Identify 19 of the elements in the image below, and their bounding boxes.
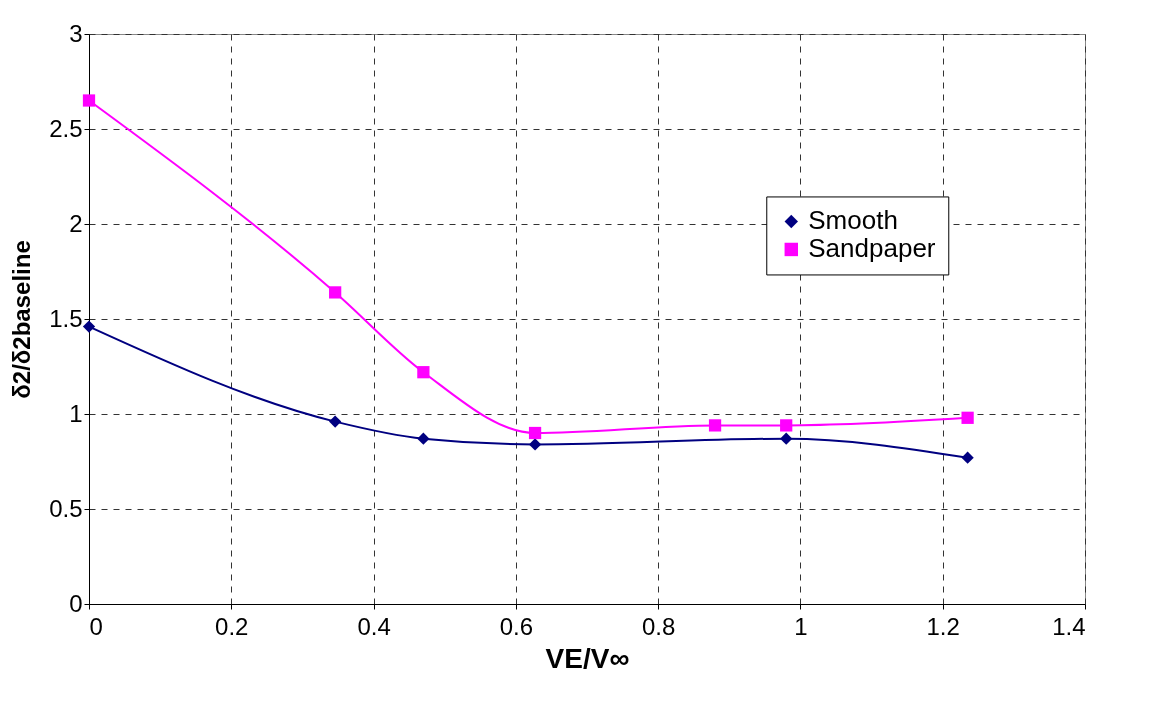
y-tick-label: 1	[69, 399, 83, 427]
legend-label: Sandpaper	[808, 233, 936, 264]
x-tick-label: 0.2	[215, 612, 249, 640]
x-tick-label: 0.6	[499, 612, 534, 640]
y-tick-label: 2.5	[49, 114, 83, 142]
y-tick-label: 1.5	[49, 304, 83, 332]
x-tick-label: 0.8	[641, 612, 676, 640]
x-tick-label: 0	[89, 612, 103, 640]
x-tick-label: 0.4	[357, 612, 391, 640]
x-tick-label: 1.4	[1052, 612, 1086, 640]
y-axis-title: δ2/δ2baseline	[8, 240, 36, 399]
y-tick-label: 0	[69, 589, 83, 617]
x-axis-title: VE/V∞	[545, 642, 630, 674]
x-tick-label: 1.2	[926, 612, 960, 640]
y-tick-label: 0.5	[49, 494, 83, 522]
x-tick-label: 1	[794, 612, 808, 640]
legend-label: Smooth	[808, 205, 898, 236]
y-tick-label: 2	[69, 209, 83, 237]
y-tick-label: 3	[69, 19, 83, 47]
